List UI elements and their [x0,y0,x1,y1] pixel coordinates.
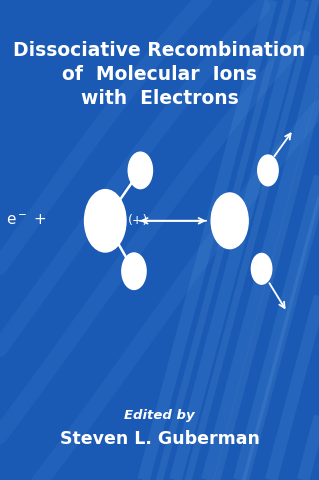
Circle shape [258,155,278,186]
Circle shape [128,152,152,189]
Circle shape [251,253,272,284]
Text: Dissociative Recombination: Dissociative Recombination [13,41,306,60]
Circle shape [85,190,126,252]
Text: (+): (+) [128,214,148,228]
Circle shape [211,193,248,249]
Text: of  Molecular  Ions: of Molecular Ions [62,65,257,84]
Circle shape [122,253,146,289]
Text: Edited by: Edited by [124,408,195,422]
Text: e$^-$ +: e$^-$ + [6,213,48,228]
Text: with  Electrons: with Electrons [81,89,238,108]
Text: Steven L. Guberman: Steven L. Guberman [60,430,259,448]
